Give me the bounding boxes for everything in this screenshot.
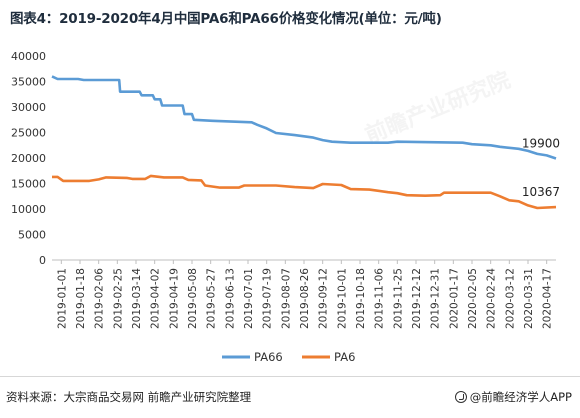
x-tick-label: 2020-03-12 <box>504 268 516 329</box>
x-tick-label: 2020-02-24 <box>486 268 498 329</box>
x-tick-label: 2019-02-25 <box>112 268 124 329</box>
footer-brand-text: @前瞻经济学人APP <box>469 390 572 404</box>
x-tick-label: 2019-04-02 <box>150 268 162 329</box>
y-tick-label: 40000 <box>11 50 46 63</box>
y-tick-label: 10000 <box>11 203 46 216</box>
end-label-pa6: 10367 <box>522 185 560 199</box>
y-tick-label: 15000 <box>11 178 46 191</box>
x-tick-label: 2019-10-18 <box>355 268 367 329</box>
x-tick-label: 2019-01-01 <box>56 268 68 329</box>
x-tick-label: 2020-01-17 <box>448 268 460 329</box>
y-tick-label: 20000 <box>11 152 46 165</box>
x-tick-label: 2019-12-31 <box>430 268 442 329</box>
x-tick-label: 2019-08-07 <box>280 268 292 329</box>
x-tick-label: 2019-05-08 <box>187 268 199 329</box>
end-label-pa66: 19900 <box>522 137 560 151</box>
x-axis: 2019-01-01 2019-01-18 2019-02-06 2019-02-25… <box>52 259 556 329</box>
y-tick-label: 30000 <box>11 101 46 114</box>
y-axis: 0 5000 10000 15000 20000 25000 30000 35000 40000 <box>11 50 46 267</box>
series-line-pa66 <box>51 75 557 160</box>
x-tick-label: 2019-06-13 <box>224 268 236 329</box>
x-tick-label: 2019-12-12 <box>411 268 423 329</box>
chart-title: 图表4：2019-2020年4月中国PA6和PA66价格变化情况(单位：元/吨) <box>10 11 442 27</box>
end-labels: 19900 10367 <box>522 137 560 200</box>
source-note: 资料来源：大宗商品交易网 前瞻产业研究院整理 <box>6 390 252 404</box>
x-tick-label: 2019-10-01 <box>336 268 348 329</box>
y-tick-label: 0 <box>39 254 46 267</box>
y-tick-label: 25000 <box>11 127 46 140</box>
line-chart: 0 5000 10000 15000 20000 25000 30000 35000 40000… <box>11 50 560 364</box>
x-tick-label: 2019-04-19 <box>168 268 180 329</box>
series-group <box>51 75 557 210</box>
x-tick-label: 2019-07-19 <box>262 268 274 329</box>
x-tick-label: 2019-11-06 <box>374 268 386 329</box>
x-tick-label: 2019-11-25 <box>392 268 404 329</box>
x-tick-label: 2020-02-05 <box>467 268 479 329</box>
y-tick-label: 5000 <box>18 229 46 242</box>
x-tick-label: 2020-03-31 <box>523 268 535 329</box>
brand-logo-icon <box>454 391 467 403</box>
x-tick-label: 2019-09-12 <box>318 268 330 329</box>
x-tick-label: 2020-04-17 <box>542 268 554 329</box>
x-tick-label: 2019-07-01 <box>243 268 255 329</box>
footer-brand: @前瞻经济学人APP <box>454 389 572 405</box>
y-tick-label: 35000 <box>11 76 46 89</box>
legend-label-pa66: PA66 <box>254 350 283 364</box>
x-tick-label: 2019-02-06 <box>94 268 106 329</box>
footer-divider <box>0 376 580 377</box>
series-line-pa6 <box>52 174 557 210</box>
legend: PA66 PA6 <box>222 350 355 364</box>
x-tick-label: 2019-01-18 <box>75 268 87 329</box>
x-tick-label: 2019-03-14 <box>131 268 143 329</box>
x-tick-label: 2019-05-27 <box>206 268 218 329</box>
x-tick-label: 2019-08-26 <box>299 268 311 329</box>
legend-label-pa6: PA6 <box>334 350 355 364</box>
